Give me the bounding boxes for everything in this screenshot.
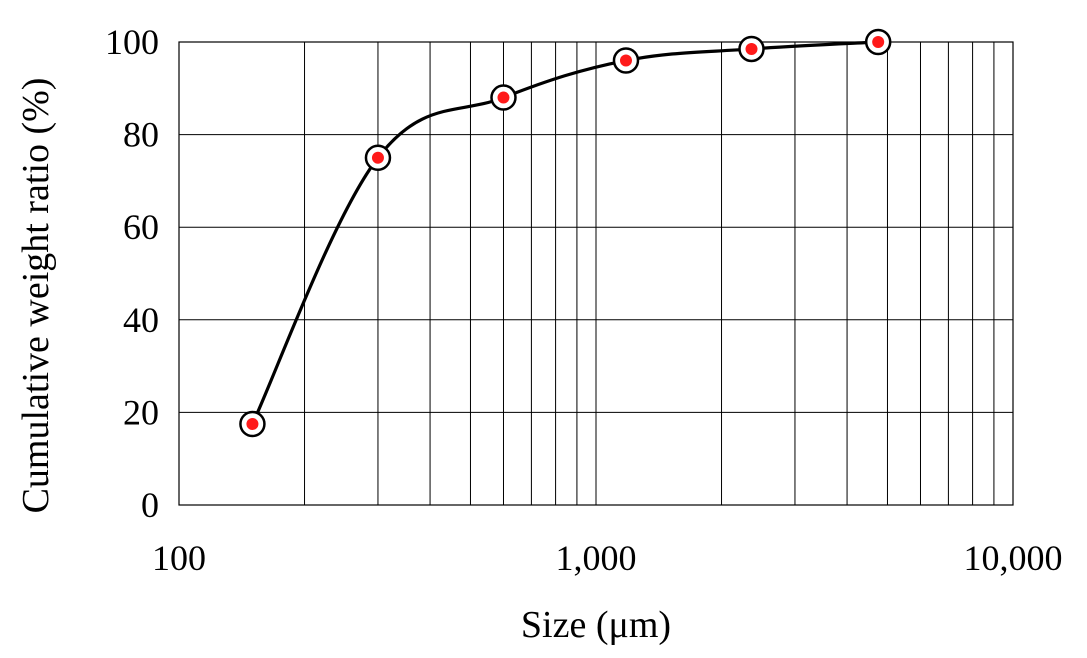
y-tick-label: 40 (123, 300, 159, 340)
plot-frame (178, 41, 1014, 506)
x-tick-label: 100 (152, 538, 206, 578)
data-point (612, 47, 640, 74)
y-tick-label: 100 (105, 22, 159, 62)
series-curve (250, 40, 880, 426)
data-point (864, 28, 892, 56)
y-tick-label: 60 (123, 207, 159, 247)
y-tick-label: 80 (123, 115, 159, 155)
y-tick-labels: 0 20 40 60 80 100 (105, 22, 159, 525)
data-point (239, 410, 266, 438)
data-point (738, 35, 765, 63)
data-point-dot (246, 417, 259, 430)
x-axis-label: Size (μm) (521, 604, 671, 646)
x-tick-labels: 100 1,000 10,000 (152, 538, 1063, 578)
data-point-dot (497, 91, 510, 104)
y-tick-label: 0 (141, 485, 159, 525)
data-point-dot (872, 36, 885, 48)
data-point-dot (371, 151, 384, 164)
grid-lines (179, 42, 1013, 505)
data-point (364, 144, 392, 171)
y-tick-label: 20 (123, 392, 159, 432)
x-tick-label: 1,000 (556, 538, 637, 578)
data-point-dot (619, 54, 632, 67)
data-point-dot (745, 42, 758, 55)
y-axis-label: Cumulative weight ratio (%) (15, 78, 57, 514)
data-point (490, 84, 517, 111)
x-tick-label: 10,000 (964, 538, 1063, 578)
data-points (239, 28, 892, 438)
